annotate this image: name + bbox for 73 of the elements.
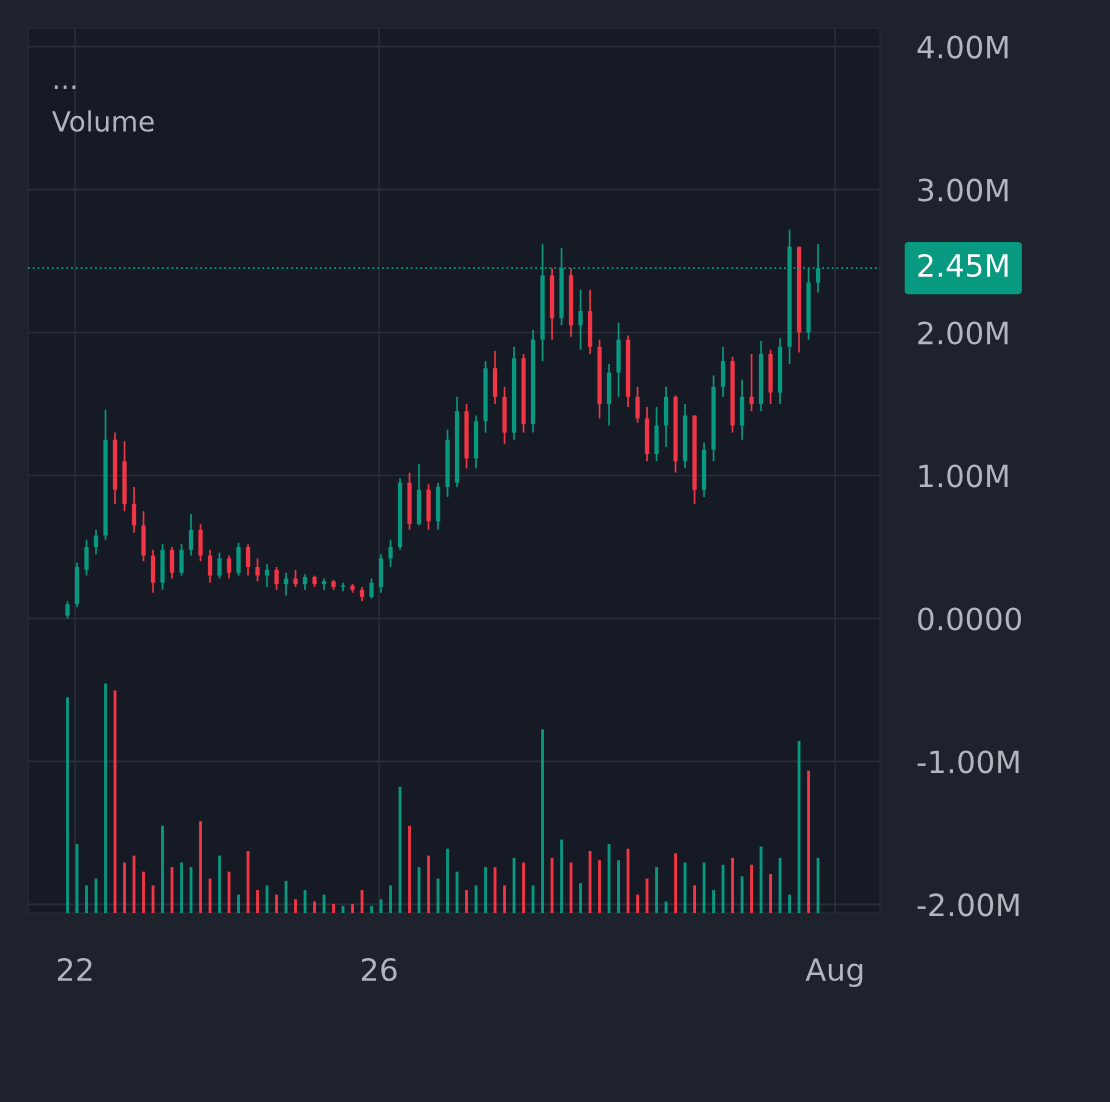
bar	[313, 901, 316, 913]
annotation: ...	[54, 85, 76, 89]
bar	[712, 890, 715, 913]
candlestick	[578, 288, 583, 351]
candlestick	[188, 513, 194, 557]
bar	[465, 890, 468, 913]
bar	[617, 860, 620, 913]
bar	[522, 862, 525, 913]
bar	[693, 885, 696, 913]
bar	[142, 871, 145, 913]
candlestick	[749, 353, 754, 413]
bar	[769, 873, 772, 913]
bar	[161, 825, 164, 913]
bar	[370, 906, 373, 913]
x-tick-label: 26	[361, 957, 397, 982]
bar	[199, 821, 202, 913]
candlestick	[635, 386, 640, 424]
bar	[579, 883, 582, 913]
candlestick	[217, 551, 222, 580]
y-tick-label: -2.00M	[917, 893, 1019, 917]
ref-line-label: 2.45M	[918, 253, 1008, 278]
bar	[180, 862, 183, 913]
y-tick-label: 3.00M	[918, 178, 1008, 202]
bar	[256, 890, 259, 913]
bar	[123, 862, 126, 913]
bar	[389, 885, 392, 913]
bar	[636, 894, 639, 913]
bar	[332, 903, 335, 913]
bar	[598, 860, 601, 913]
bar	[104, 683, 107, 913]
annotation: Volume	[52, 110, 154, 132]
bar	[807, 770, 810, 913]
y-tick-label: 1.00M	[919, 464, 1008, 488]
x-tick-label: Aug	[805, 958, 863, 988]
candlestick	[169, 546, 175, 580]
bar	[484, 867, 487, 913]
candlestick	[245, 543, 251, 577]
bar	[351, 903, 354, 913]
bar	[237, 894, 240, 913]
candlestick	[93, 528, 99, 555]
candlestick	[321, 577, 327, 591]
candlestick	[84, 539, 89, 577]
bar	[560, 839, 563, 913]
candlestick	[255, 557, 260, 583]
bar	[750, 864, 753, 913]
candlestick	[264, 563, 270, 588]
bar	[408, 825, 411, 913]
candlestick	[274, 566, 279, 591]
candlestick	[131, 486, 137, 534]
bar	[85, 885, 88, 913]
candlestick	[179, 543, 184, 577]
bar	[674, 853, 677, 913]
bar	[655, 867, 658, 913]
bar	[788, 894, 791, 913]
x-tick-label: 22	[57, 957, 92, 981]
candlestick	[369, 577, 374, 600]
bar	[731, 857, 734, 913]
bar	[218, 855, 221, 913]
bar	[66, 697, 69, 913]
bar	[446, 848, 449, 913]
candlestick	[226, 554, 232, 580]
bar	[294, 899, 297, 913]
y-tick-label: 0.0000	[918, 607, 1021, 631]
bar	[427, 855, 430, 913]
bar	[275, 894, 278, 913]
y-tick-label: 4.00M	[917, 35, 1008, 59]
y-tick-label: 2.00M	[918, 321, 1008, 345]
bar	[503, 885, 506, 913]
candlestick	[388, 539, 393, 568]
y-tick-label: -1.00M	[917, 750, 1019, 774]
bar	[541, 729, 544, 913]
candlestick	[207, 549, 213, 584]
candlestick	[283, 571, 289, 597]
